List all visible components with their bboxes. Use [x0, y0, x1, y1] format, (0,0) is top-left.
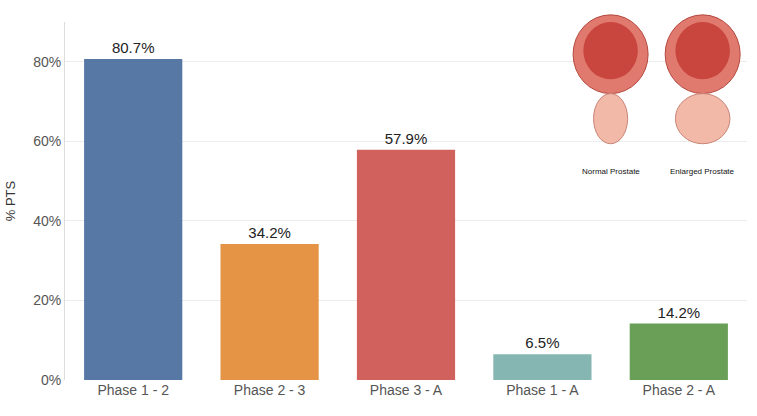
svg-text:Phase 2 - A: Phase 2 - A [643, 382, 716, 398]
svg-text:20%: 20% [33, 292, 61, 308]
svg-text:0%: 0% [41, 372, 61, 388]
svg-text:Phase 1 - 2: Phase 1 - 2 [97, 382, 169, 398]
svg-text:Phase 3 - A: Phase 3 - A [370, 382, 443, 398]
svg-text:Phase 2 - 3: Phase 2 - 3 [234, 382, 306, 398]
svg-text:80%: 80% [33, 54, 61, 70]
svg-text:57.9%: 57.9% [385, 130, 428, 147]
svg-text:14.2%: 14.2% [658, 304, 701, 321]
svg-text:Phase 1 - A: Phase 1 - A [506, 382, 579, 398]
svg-text:Normal Prostate: Normal Prostate [582, 167, 640, 176]
svg-text:6.5%: 6.5% [525, 334, 559, 351]
svg-text:34.2%: 34.2% [248, 224, 291, 241]
svg-text:% PTS: % PTS [3, 180, 18, 221]
svg-text:40%: 40% [33, 213, 61, 229]
svg-text:60%: 60% [33, 133, 61, 149]
svg-text:80.7%: 80.7% [112, 39, 155, 56]
svg-text:Enlarged Prostate: Enlarged Prostate [670, 167, 735, 176]
